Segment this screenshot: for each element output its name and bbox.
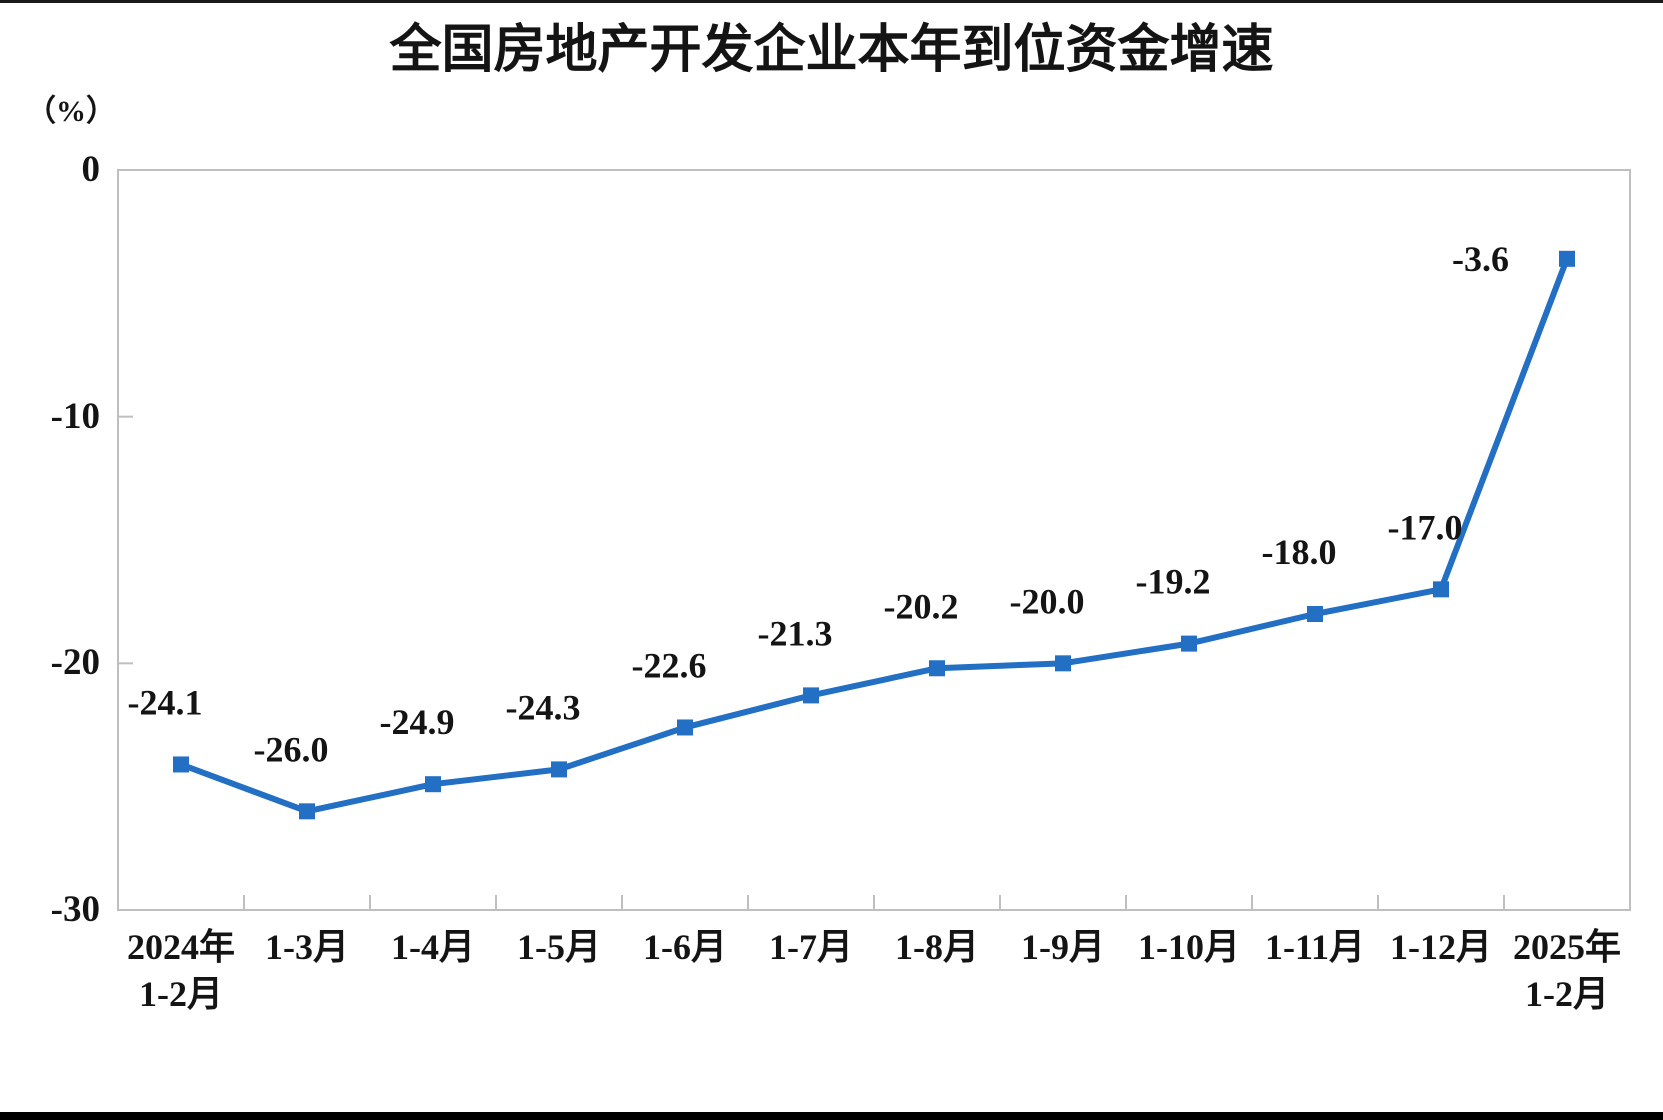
- data-point-marker: [929, 660, 945, 677]
- x-axis-label-line1: 1-9月: [1021, 927, 1105, 967]
- data-point-marker: [1433, 581, 1449, 598]
- x-axis-label-line1: 1-11月: [1264, 927, 1365, 967]
- data-point-marker: [299, 803, 315, 820]
- x-axis-category-label: 2025年 1-2月: [1504, 924, 1630, 1018]
- x-axis-label-line1: 2024年: [126, 927, 235, 967]
- y-axis-tick-label: -20: [50, 642, 100, 684]
- data-line: [179, 257, 1570, 815]
- data-point-label: -24.3: [506, 687, 581, 727]
- x-axis-category-label: 1-8月: [874, 924, 1000, 970]
- x-axis-label-line1: 1-8月: [895, 927, 979, 967]
- top-border-bar: [0, 0, 1663, 3]
- data-point-label: -21.3: [758, 613, 833, 653]
- x-axis-category-label: 1-9月: [1000, 924, 1126, 970]
- data-point-label: -20.2: [884, 586, 959, 626]
- x-axis-label-line1: 1-7月: [769, 927, 853, 967]
- chart-title: 全国房地产开发企业本年到位资金增速: [389, 21, 1274, 79]
- data-point-marker: [1307, 606, 1323, 622]
- data-point-label: -24.1: [128, 682, 203, 722]
- x-axis-label-line1: 1-3月: [265, 927, 349, 967]
- x-axis-label-line2: 1-2月: [139, 974, 223, 1014]
- x-axis-category-label: 1-3月: [244, 924, 370, 970]
- x-axis-category-label: 1-12月: [1378, 924, 1504, 970]
- y-axis-tick-label: 0: [81, 149, 101, 190]
- data-point-label: -26.0: [254, 729, 329, 769]
- data-point-label: -22.6: [632, 645, 707, 685]
- x-axis-label-line2: 1-2月: [1525, 974, 1609, 1014]
- x-axis-category-label: 1-11月: [1252, 924, 1378, 970]
- x-axis-category-label: 1-10月: [1126, 924, 1252, 970]
- data-point-label: -24.9: [380, 702, 455, 742]
- data-point-marker: [1181, 635, 1197, 652]
- y-axis-unit-label: （%）: [26, 95, 116, 128]
- data-point-label: -20.0: [1010, 581, 1085, 621]
- x-axis-category-label: 2024年 1-2月: [118, 924, 244, 1018]
- x-axis-label-line1: 1-5月: [517, 927, 601, 967]
- data-point-label: -3.6: [1452, 239, 1509, 279]
- data-point-label: -17.0: [1388, 507, 1463, 547]
- x-axis-label-line1: 2025年: [1512, 927, 1621, 967]
- data-point-marker: [1055, 655, 1071, 672]
- x-axis-label-line1: 1-6月: [643, 927, 727, 967]
- data-point-marker: [173, 756, 189, 773]
- data-point-marker: [551, 761, 567, 778]
- data-point-marker: [803, 687, 819, 704]
- x-axis-label-line1: 1-12月: [1390, 927, 1492, 967]
- bottom-border-bar: [0, 1112, 1663, 1120]
- x-axis-label-line1: 1-4月: [391, 927, 475, 967]
- x-axis-category-label: 1-5月: [496, 924, 622, 970]
- y-axis-tick-label: -30: [50, 889, 100, 930]
- data-point-label: -18.0: [1262, 532, 1337, 572]
- data-point-marker: [1559, 250, 1575, 267]
- x-axis-category-label: 1-7月: [748, 924, 874, 970]
- x-axis-category-label: 1-4月: [370, 924, 496, 970]
- y-axis-tick-label: -10: [50, 395, 100, 437]
- data-point-marker: [677, 719, 693, 736]
- x-axis-label-line1: 1-10月: [1138, 927, 1240, 967]
- x-axis-category-label: 1-6月: [622, 924, 748, 970]
- data-point-label: -19.2: [1136, 562, 1211, 602]
- data-point-marker: [425, 776, 441, 793]
